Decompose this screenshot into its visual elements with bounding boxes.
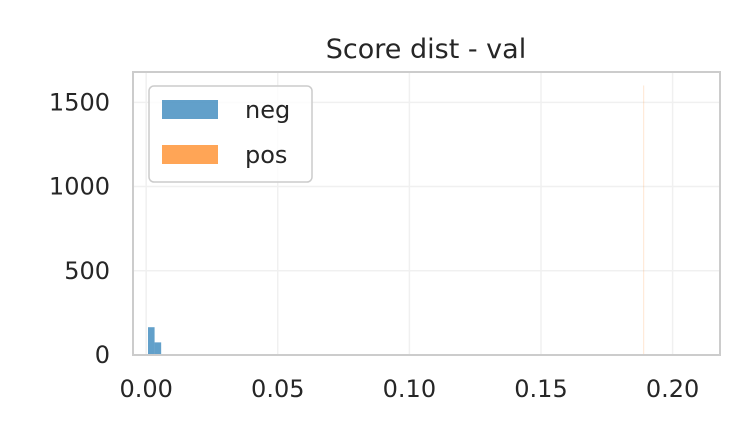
legend-swatch-pos	[162, 145, 218, 164]
legend-label-pos: pos	[245, 141, 287, 169]
plot-frame	[132, 71, 721, 356]
bar-neg-1	[154, 342, 162, 355]
x-tick-label-0: 0.00	[119, 375, 172, 403]
x-tick-labels: 0.00 0.05 0.10 0.15 0.20	[119, 375, 699, 403]
y-tick-label-1: 500	[64, 257, 110, 285]
bar-neg-0	[148, 327, 155, 355]
y-tick-label-0: 0	[95, 341, 110, 369]
x-tick-label-2: 0.10	[383, 375, 436, 403]
chart-title: Score dist - val	[326, 34, 526, 65]
bar-pos-0	[643, 85, 645, 355]
x-tick-label-1: 0.05	[251, 375, 304, 403]
legend-swatch-neg	[162, 100, 218, 119]
legend-label-neg: neg	[245, 96, 290, 124]
y-tick-labels: 0 500 1000 1500	[49, 88, 110, 369]
legend: neg pos	[148, 85, 313, 183]
x-tick-label-4: 0.20	[646, 375, 699, 403]
bars	[148, 85, 645, 355]
y-tick-label-2: 1000	[49, 173, 110, 201]
y-tick-label-3: 1500	[49, 88, 110, 116]
x-tick-label-3: 0.15	[514, 375, 567, 403]
